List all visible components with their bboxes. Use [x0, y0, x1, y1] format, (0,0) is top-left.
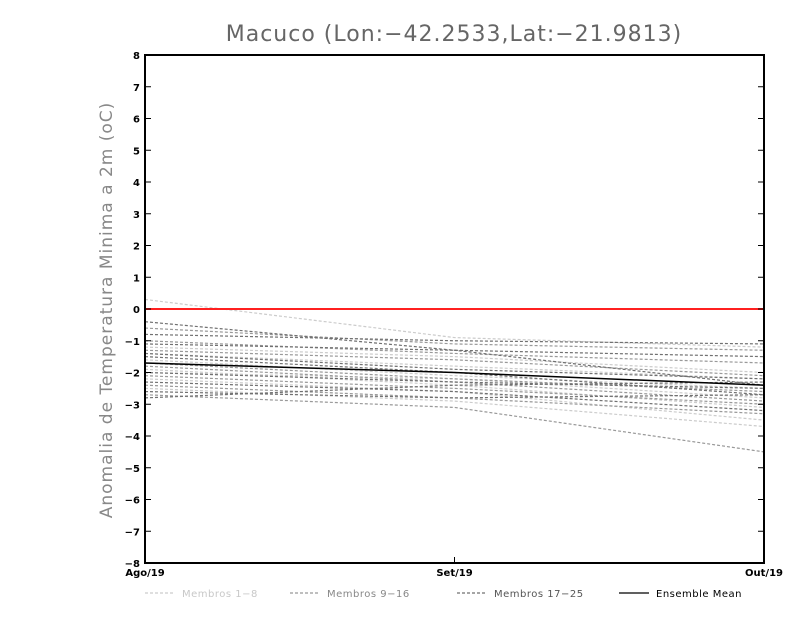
legend-label: Membros 1−8 — [182, 589, 258, 600]
y-tick-label: 8 — [133, 51, 140, 62]
member-line-g3-4 — [144, 352, 765, 380]
y-tick-label: −6 — [125, 496, 140, 507]
member-line-g3-6 — [144, 371, 765, 389]
x-axis-ticks: Ago/19 Set/19 Out/19 — [125, 557, 783, 579]
y-tick-label: 2 — [133, 242, 140, 253]
y-tick-label: −2 — [125, 369, 140, 380]
member-line-g2-6 — [144, 384, 765, 415]
member-line-g3-2 — [144, 333, 765, 345]
plot-lines — [144, 298, 765, 453]
member-line-g2-3 — [144, 349, 765, 377]
y-tick-label: −4 — [125, 432, 140, 443]
legend-label: Membros 17−25 — [494, 589, 584, 600]
member-line-g1-2 — [144, 346, 765, 374]
member-line-g2-8 — [144, 365, 765, 402]
chart-title: Macuco (Lon:−42.2533,Lat:−21.9813) — [226, 22, 683, 47]
member-line-g2-2 — [144, 340, 765, 364]
member-line-g3-9 — [144, 381, 765, 399]
member-line-g3-5 — [144, 356, 765, 396]
y-tick-label: 6 — [133, 115, 140, 126]
member-line-g1-1 — [144, 298, 765, 348]
y-tick-label: 4 — [133, 178, 140, 189]
y-tick-label: 7 — [133, 83, 140, 94]
member-line-g1-3 — [144, 359, 765, 389]
member-line-g3-1 — [144, 321, 765, 386]
y-tick-label: −7 — [125, 527, 140, 538]
member-line-g1-7 — [144, 352, 765, 380]
x-tick-label: Out/19 — [745, 568, 783, 579]
member-line-g2-5 — [144, 375, 765, 405]
member-line-g3-8 — [144, 390, 765, 399]
y-tick-label: −3 — [125, 400, 140, 411]
y-tick-label: −8 — [125, 559, 140, 570]
member-line-g3-7 — [144, 381, 765, 412]
legend-label: Membros 9−16 — [327, 589, 410, 600]
x-tick-label: Set/19 — [436, 568, 472, 579]
y-axis-ticks: 8 7 6 5 4 3 2 1 0 −1 −2 −3 −4 −5 −6 −7 −8 — [125, 51, 764, 570]
legend: Membros 1−8 Membros 9−16 Membros 17−25 Ense… — [145, 589, 742, 600]
y-tick-label: −1 — [125, 337, 140, 348]
member-line-g1-6 — [144, 387, 765, 428]
y-axis-label: Anomalia de Temperatura Minima a 2m (oC) — [97, 102, 117, 519]
y-tick-label: 5 — [133, 146, 140, 157]
y-tick-label: 0 — [133, 305, 140, 316]
member-line-g2-1 — [144, 327, 765, 351]
member-line-g1-4 — [144, 368, 765, 409]
member-line-g1-5 — [144, 378, 765, 421]
legend-label: Ensemble Mean — [656, 589, 742, 600]
ensemble-mean-line — [144, 362, 765, 386]
y-tick-label: −5 — [125, 464, 140, 475]
member-line-g2-7 — [144, 394, 765, 453]
y-tick-label: 3 — [133, 210, 140, 221]
x-tick-label: Ago/19 — [125, 568, 164, 579]
member-line-g1-8 — [144, 371, 765, 399]
y-tick-label: 1 — [133, 273, 140, 284]
member-line-g3-3 — [144, 343, 765, 358]
